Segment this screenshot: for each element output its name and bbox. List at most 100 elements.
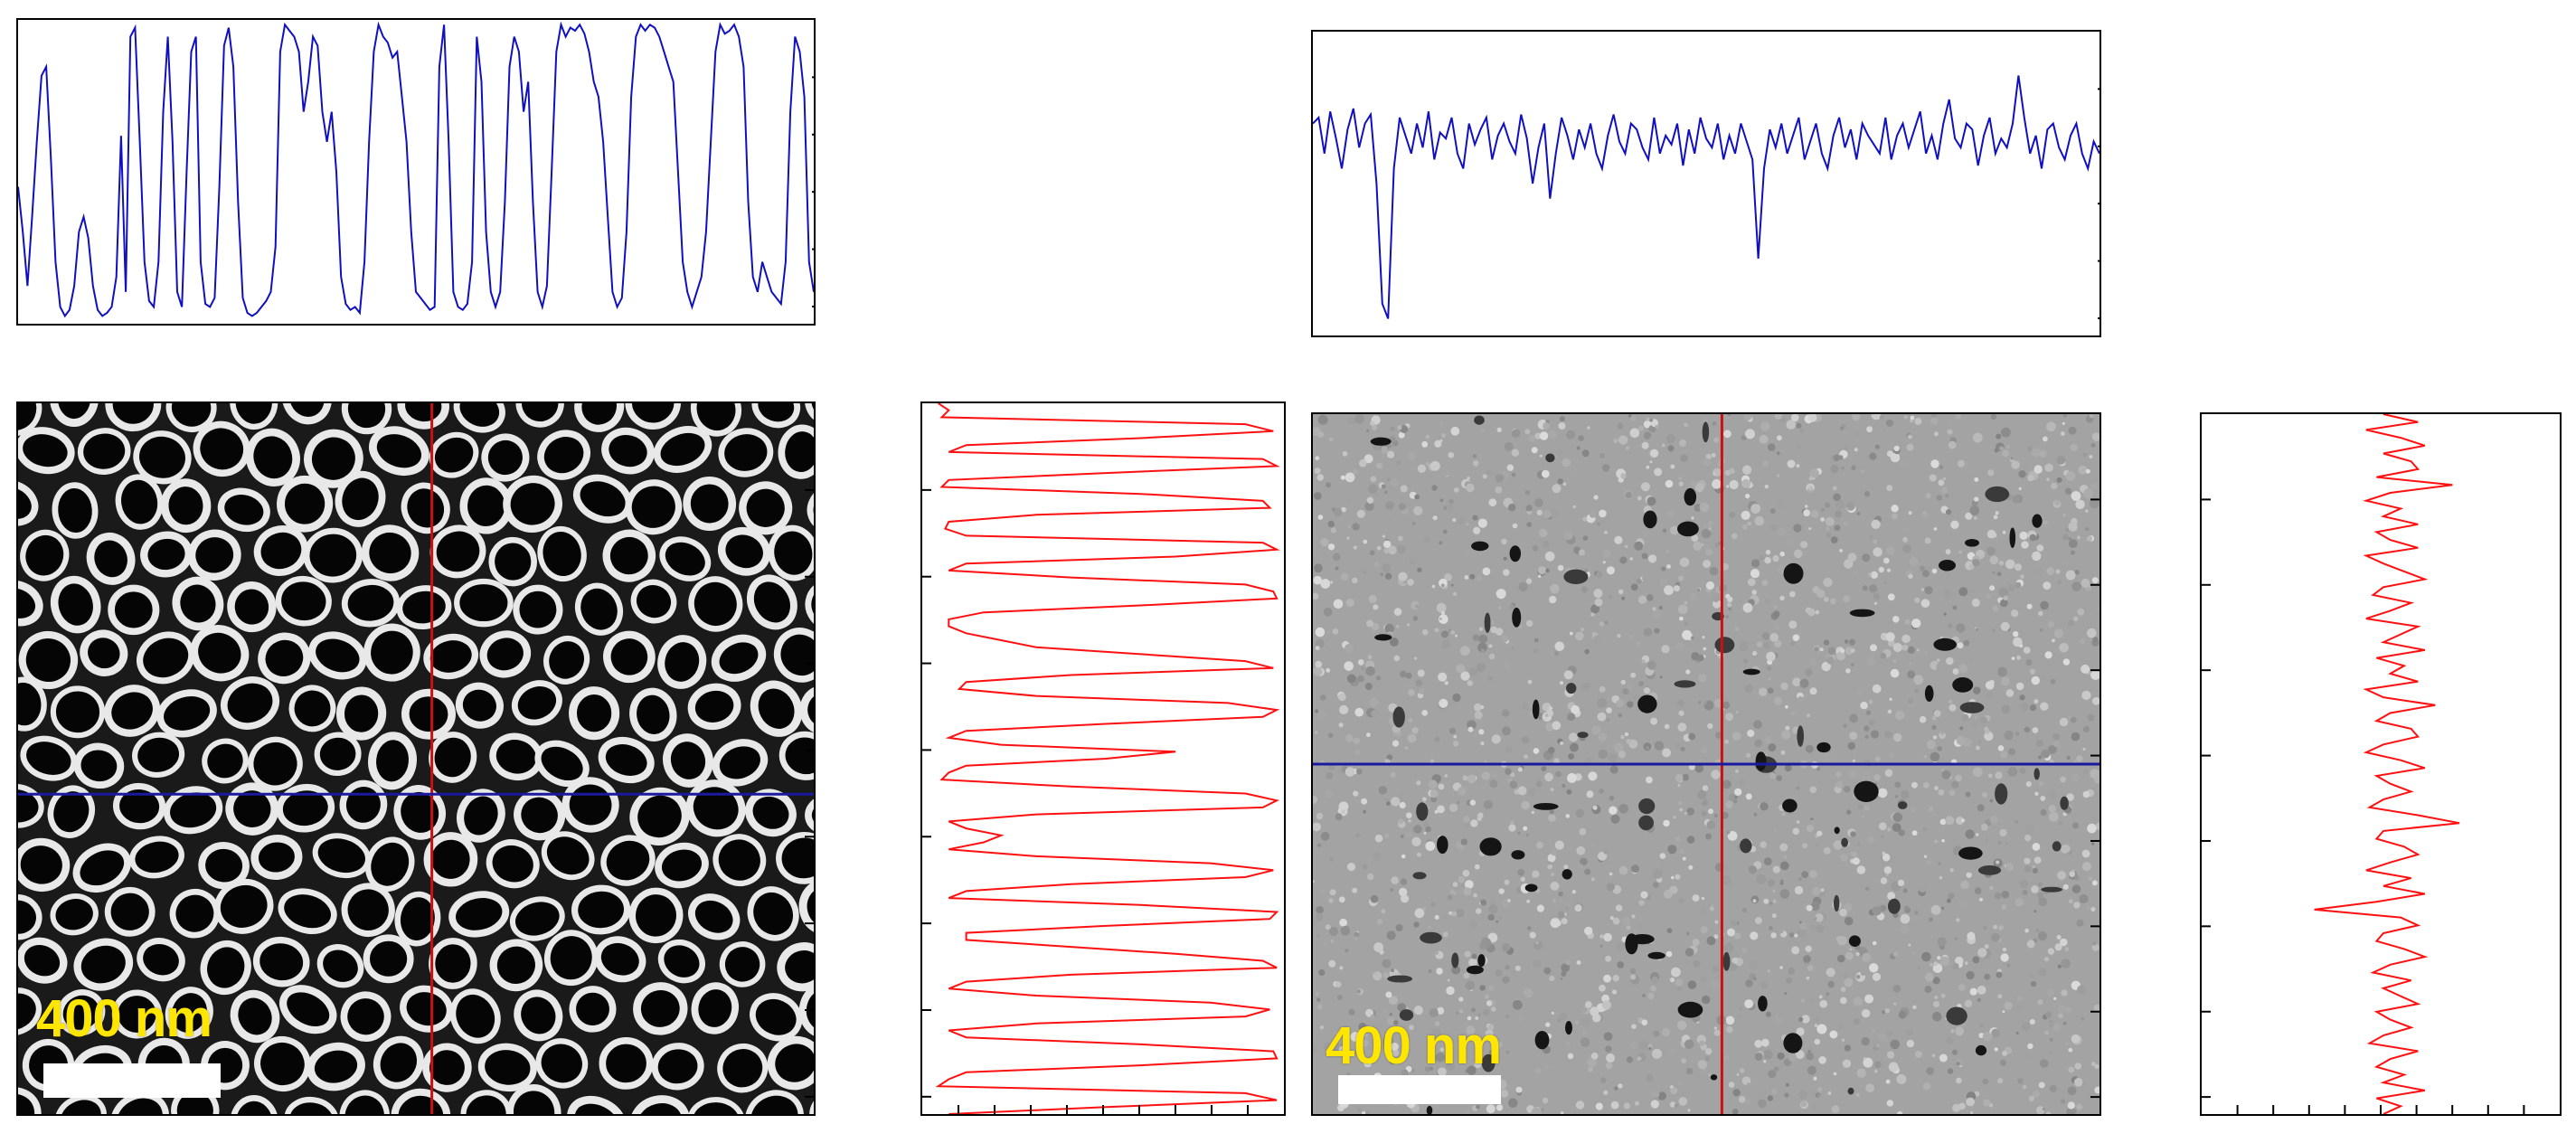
grain	[1962, 612, 1967, 617]
grain	[1649, 460, 1653, 464]
grain	[2085, 1091, 2093, 1100]
grain	[1522, 703, 1529, 711]
grain	[1563, 670, 1573, 680]
grain	[1325, 924, 1331, 930]
grain	[1703, 701, 1707, 704]
grain	[1967, 658, 1973, 664]
grain	[1807, 965, 1814, 971]
grain	[2046, 421, 2056, 432]
grain	[1874, 756, 1881, 762]
grain	[2021, 703, 2029, 711]
grain	[1574, 1020, 1580, 1025]
grain	[1453, 487, 1459, 493]
grain	[1313, 822, 1321, 832]
grain	[1428, 925, 1431, 929]
grain	[1758, 1099, 1767, 1109]
grain	[2091, 1062, 2096, 1067]
grain	[1527, 926, 1532, 930]
nanotube-ring	[739, 481, 793, 535]
grain	[1800, 998, 1806, 1003]
nanotube-ring	[773, 628, 814, 683]
grain	[1517, 786, 1527, 796]
grain	[1727, 414, 1731, 416]
grain	[1446, 503, 1455, 512]
pore	[1684, 487, 1697, 506]
grain	[1550, 918, 1561, 929]
grain	[2093, 1004, 2099, 1012]
grain	[1659, 577, 1668, 586]
grain	[1453, 591, 1458, 596]
grain	[1731, 957, 1739, 964]
grain	[1857, 842, 1861, 845]
grain	[1590, 1006, 1599, 1016]
grain	[2029, 973, 2034, 978]
grain	[1742, 658, 1749, 664]
grain	[1763, 642, 1770, 649]
grain	[1998, 925, 2004, 930]
grain	[1868, 534, 1874, 540]
grain	[1763, 898, 1769, 904]
left-sem-texture	[18, 403, 814, 1114]
grain	[1700, 907, 1707, 914]
grain	[2034, 791, 2039, 796]
grain	[1843, 974, 1848, 979]
grain	[1799, 922, 1807, 930]
grain	[1904, 526, 1908, 531]
grain	[1930, 414, 1938, 418]
grain	[1948, 440, 1957, 449]
grain	[1852, 569, 1858, 575]
grain	[1533, 638, 1539, 643]
nanotube-ring	[335, 470, 386, 527]
grain	[2049, 1084, 2057, 1093]
grain	[1416, 780, 1421, 786]
grain	[1545, 1022, 1551, 1027]
grain	[1865, 710, 1872, 715]
nanotube-ring	[594, 936, 646, 983]
grain	[1666, 564, 1671, 569]
grain	[1347, 863, 1356, 872]
grain	[1881, 835, 1884, 838]
grain	[1741, 948, 1748, 953]
grain	[1729, 511, 1736, 519]
grain	[1505, 1015, 1510, 1018]
grain	[2087, 934, 2090, 938]
grain	[1525, 619, 1533, 628]
grain	[1846, 809, 1852, 815]
grain	[1624, 732, 1629, 737]
grain	[1805, 668, 1813, 676]
grain	[1535, 780, 1543, 788]
grain	[1330, 581, 1334, 584]
grain	[1324, 789, 1333, 798]
grain	[1817, 1086, 1823, 1092]
grain	[1697, 789, 1707, 799]
grain	[1724, 739, 1730, 744]
grain	[1541, 1109, 1544, 1112]
nanotube-ring	[73, 742, 125, 789]
grain	[2035, 1106, 2045, 1114]
grain	[1587, 1057, 1598, 1067]
grain	[1406, 623, 1411, 627]
grain	[1565, 959, 1571, 966]
grain	[1888, 751, 1894, 759]
grain	[1706, 820, 1716, 830]
grain	[1399, 801, 1406, 809]
pore	[1534, 1031, 1550, 1050]
nanotube-ring	[187, 529, 241, 581]
grain	[1345, 949, 1349, 953]
grain	[1345, 767, 1355, 777]
grain	[1745, 494, 1750, 499]
grain	[1741, 510, 1750, 520]
grain	[1996, 971, 2003, 978]
grain	[1329, 857, 1334, 862]
grain	[1369, 550, 1375, 556]
grain	[1439, 498, 1444, 503]
grain	[1449, 890, 1455, 894]
grain	[2019, 879, 2029, 889]
nanotube-ring	[747, 886, 799, 941]
grain	[1339, 966, 1344, 970]
grain	[2071, 1034, 2081, 1044]
grain	[1868, 719, 1875, 726]
grain	[1352, 577, 1358, 584]
grain	[1588, 771, 1598, 781]
grain	[1893, 445, 1900, 452]
